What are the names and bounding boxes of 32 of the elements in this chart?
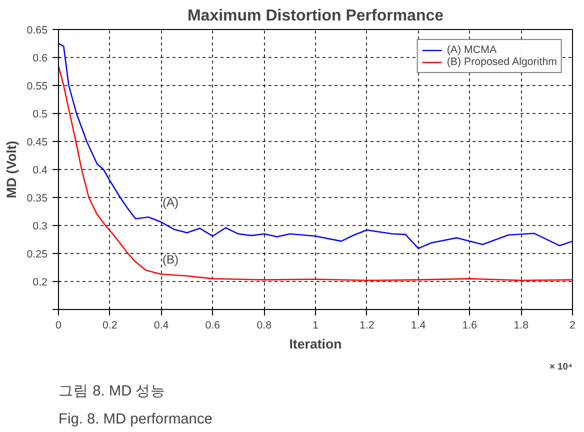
y-tick-label: 0.5 [32,108,48,120]
legend-label: (A) MCMA [446,44,497,56]
line-series [58,42,572,250]
caption: Fig. 8. MD performance [58,412,212,428]
caption: 그림 8. MD 성능 [58,384,166,400]
y-tick-label: 0.65 [26,24,48,36]
x-tick-label: 0.4 [154,320,169,332]
x-tick-label: 0 [56,320,62,332]
y-tick-label: 0.6 [32,52,48,64]
x-tick-label: 1.2 [359,320,374,332]
x-tick-label: 2 [570,320,576,332]
y-tick-label: 0.4 [32,164,48,176]
annotation: (A) [162,196,178,210]
x-tick-label: 1.4 [410,320,426,332]
y-axis-title: MD (Volt) [4,140,19,198]
legend-label: (B) Proposed Algorithm [446,56,557,68]
x-axis-title: Iteration [289,336,342,352]
x-tick-label: 0.6 [205,320,220,332]
x-tick-label: 0.8 [256,320,272,332]
text: × 10⁴ [549,362,573,372]
y-tick-label: 0.45 [26,136,48,148]
x-tick-label: 1.8 [514,320,529,332]
x-tick-label: 1.6 [462,320,478,332]
chart-title: Maximum Distortion Performance [187,8,444,24]
x-tick-label: 0.2 [102,320,118,332]
x-tick-label: 1 [312,320,319,332]
y-tick-label: 0.25 [26,248,48,260]
annotation: (B) [162,252,178,266]
y-tick-label: 0.2 [32,276,48,288]
y-tick-label: 0.35 [26,192,48,204]
y-tick-label: 0.3 [32,220,48,232]
y-tick-label: 0.55 [26,80,48,92]
